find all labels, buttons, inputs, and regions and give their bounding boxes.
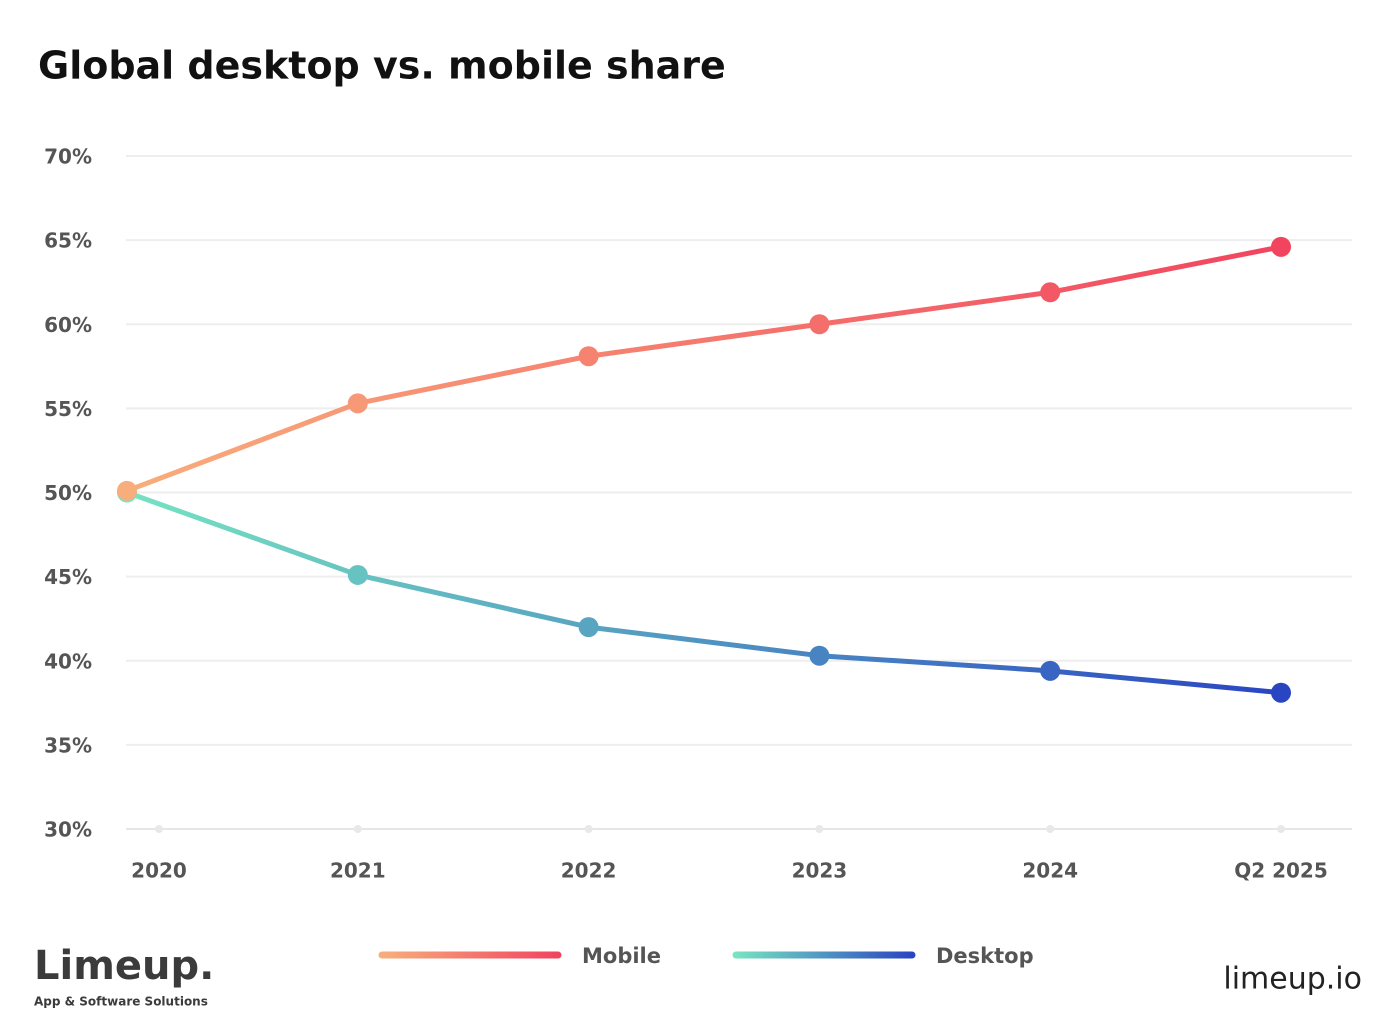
chart-title: Global desktop vs. mobile share bbox=[38, 44, 726, 88]
data-point bbox=[809, 314, 830, 335]
tagline: App & Software Solutions bbox=[34, 995, 208, 1009]
legend-label: Mobile bbox=[582, 944, 661, 968]
x-tick-dot bbox=[353, 825, 362, 833]
legend-label: Desktop bbox=[936, 944, 1034, 968]
logo: Limeup. bbox=[34, 943, 214, 989]
x-tick-dot bbox=[584, 825, 593, 833]
data-point bbox=[1271, 236, 1291, 257]
x-tick-label: Q2 2025 bbox=[1234, 859, 1328, 883]
x-tick-label: 2021 bbox=[330, 859, 386, 883]
x-tick-dot bbox=[155, 825, 163, 833]
y-tick-label: 35% bbox=[44, 733, 92, 757]
x-tick-label: 2024 bbox=[1022, 859, 1078, 883]
series-line bbox=[126, 244, 1282, 494]
y-tick-label: 40% bbox=[44, 649, 92, 673]
data-point bbox=[1040, 660, 1061, 681]
site-url: limeup.io bbox=[1223, 962, 1362, 997]
data-point bbox=[578, 617, 599, 638]
y-tick-label: 45% bbox=[44, 565, 92, 589]
y-tick-label: 65% bbox=[44, 229, 92, 253]
y-tick-label: 70% bbox=[44, 145, 92, 169]
x-tick-label: 2023 bbox=[792, 859, 848, 883]
y-tick-label: 50% bbox=[44, 481, 92, 505]
x-tick-label: 2020 bbox=[131, 859, 187, 883]
data-point bbox=[347, 393, 368, 414]
x-tick-dot bbox=[1277, 825, 1285, 833]
x-tick-dot bbox=[1046, 825, 1055, 833]
x-tick-dot bbox=[815, 825, 824, 833]
data-point bbox=[117, 480, 137, 501]
y-tick-label: 30% bbox=[44, 818, 92, 842]
data-point bbox=[1040, 282, 1061, 303]
data-point bbox=[809, 645, 830, 666]
data-point bbox=[1271, 682, 1291, 703]
series-line bbox=[126, 490, 1282, 696]
data-point bbox=[578, 346, 599, 367]
x-tick-label: 2022 bbox=[561, 859, 617, 883]
y-tick-label: 55% bbox=[44, 397, 92, 421]
y-tick-label: 60% bbox=[44, 313, 92, 337]
data-point bbox=[347, 564, 368, 585]
